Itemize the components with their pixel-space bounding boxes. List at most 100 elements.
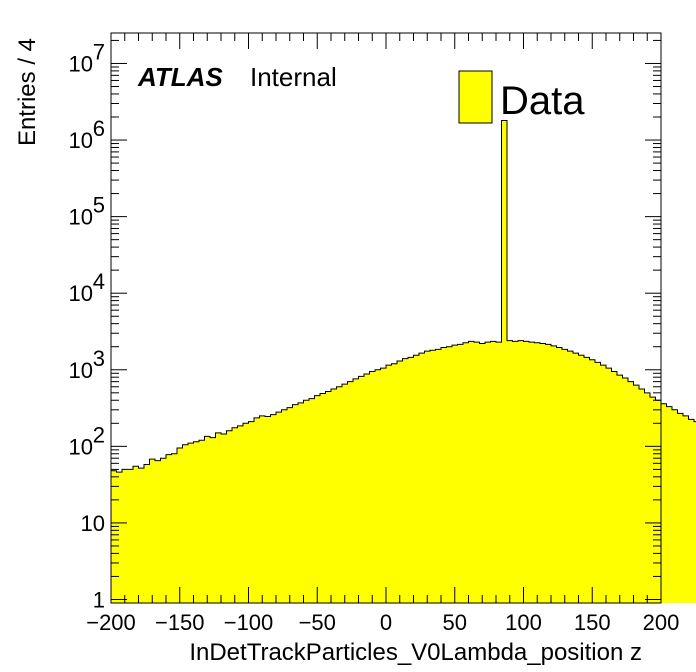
histogram-bar bbox=[402, 358, 409, 603]
histogram-bar bbox=[551, 345, 557, 603]
histogram-bar bbox=[562, 349, 568, 603]
histogram-bar bbox=[479, 343, 486, 603]
histogram-bar bbox=[380, 368, 387, 603]
histogram-bar bbox=[578, 355, 585, 603]
x-tick-label: −50 bbox=[299, 610, 336, 635]
histogram-bar bbox=[397, 361, 403, 603]
histogram-bar bbox=[204, 436, 211, 603]
x-tick-label: 50 bbox=[443, 610, 467, 635]
histogram-bar bbox=[694, 421, 696, 603]
histogram-bar bbox=[617, 375, 623, 603]
y-axis-title: Entries / 4 bbox=[14, 38, 41, 146]
histogram-bar bbox=[600, 365, 607, 603]
y-tick-label-exponent: 6 bbox=[93, 116, 105, 141]
histogram-bar bbox=[281, 409, 288, 603]
y-tick-label: 10 bbox=[69, 205, 93, 230]
legend: Data bbox=[458, 70, 585, 124]
x-tick-label: −150 bbox=[155, 610, 205, 635]
histogram-bar bbox=[199, 440, 205, 603]
histogram-bar bbox=[265, 416, 271, 603]
histogram-bar bbox=[270, 414, 277, 603]
histogram-bar bbox=[347, 381, 354, 603]
histogram-bar bbox=[650, 397, 656, 603]
histogram-bar bbox=[556, 347, 563, 603]
y-tick-label-exponent: 2 bbox=[93, 422, 105, 447]
y-tick-label: 10 bbox=[69, 281, 93, 306]
histogram-bar bbox=[606, 368, 612, 603]
histogram-bar bbox=[523, 341, 530, 603]
histogram-bar bbox=[573, 353, 579, 603]
histogram-outline bbox=[111, 120, 696, 473]
histogram-bar bbox=[122, 469, 128, 603]
histogram-bar bbox=[567, 351, 574, 603]
histogram-bars bbox=[111, 120, 696, 604]
histogram-bar bbox=[215, 432, 222, 603]
histogram-bar bbox=[193, 441, 200, 603]
histogram-bar bbox=[276, 412, 282, 603]
histogram-bar bbox=[622, 378, 629, 603]
histogram-bar bbox=[655, 400, 662, 603]
histogram-bar bbox=[375, 369, 381, 603]
histogram-bar bbox=[144, 464, 150, 603]
histogram-bar bbox=[468, 341, 475, 603]
histogram-bar bbox=[353, 378, 359, 603]
histogram-bar bbox=[155, 460, 161, 603]
histogram-bar bbox=[672, 409, 678, 603]
histogram-bar bbox=[226, 430, 233, 603]
histogram-bar bbox=[320, 393, 326, 603]
histogram-bar bbox=[116, 472, 123, 603]
histogram-bar bbox=[342, 384, 348, 603]
x-tick-label: −200 bbox=[86, 610, 136, 635]
histogram-bar bbox=[287, 407, 293, 603]
histogram-bar bbox=[501, 120, 508, 604]
histogram-bar bbox=[331, 389, 337, 603]
histogram-bar bbox=[507, 340, 513, 603]
histogram-bar bbox=[336, 386, 343, 603]
histogram-bar bbox=[485, 342, 491, 603]
legend-label-data: Data bbox=[500, 79, 585, 123]
histogram-bar bbox=[182, 444, 189, 603]
histogram-bar bbox=[177, 448, 183, 603]
histogram-bar bbox=[188, 443, 194, 603]
histogram-bar bbox=[441, 347, 447, 603]
histogram-bar bbox=[633, 385, 640, 603]
atlas-label: ATLAS Internal bbox=[137, 62, 337, 92]
histogram-bar bbox=[358, 376, 365, 603]
histogram-bar bbox=[661, 403, 667, 603]
histogram-bar bbox=[540, 343, 546, 603]
histogram-bar bbox=[127, 469, 134, 603]
histogram-bar bbox=[149, 459, 156, 603]
histogram-bar bbox=[309, 398, 315, 603]
histogram-bar bbox=[292, 404, 299, 603]
x-tick-label: 100 bbox=[505, 610, 542, 635]
histogram-bar bbox=[413, 355, 420, 603]
histogram-bar bbox=[210, 437, 216, 603]
histogram-bar bbox=[446, 346, 453, 603]
histogram-bar bbox=[314, 395, 321, 603]
histogram-bar bbox=[166, 454, 172, 603]
histogram-bar bbox=[584, 357, 590, 603]
histogram-bar bbox=[545, 344, 552, 603]
legend-swatch-data bbox=[458, 70, 493, 124]
y-tick-label-exponent: 7 bbox=[93, 39, 105, 64]
histogram-bar bbox=[457, 344, 464, 603]
histogram-bar bbox=[628, 381, 634, 603]
y-tick-label: 10 bbox=[69, 434, 93, 459]
histogram-bar bbox=[490, 341, 497, 603]
y-tick-label: 10 bbox=[81, 511, 105, 536]
histogram-bar bbox=[595, 362, 601, 603]
histogram-bar bbox=[518, 340, 524, 603]
histogram-bar bbox=[430, 350, 436, 603]
x-tick-label: 0 bbox=[380, 610, 392, 635]
histogram-bar bbox=[391, 363, 398, 603]
histogram-bar bbox=[243, 423, 249, 603]
histogram-bar bbox=[133, 466, 139, 603]
y-tick-label: 10 bbox=[69, 128, 93, 153]
histogram-bar bbox=[408, 357, 414, 603]
histogram-bar bbox=[303, 400, 310, 603]
histogram-bar bbox=[644, 392, 651, 603]
histogram-bar bbox=[666, 406, 673, 603]
histogram-bar bbox=[496, 342, 502, 603]
histogram-bar bbox=[534, 342, 541, 603]
